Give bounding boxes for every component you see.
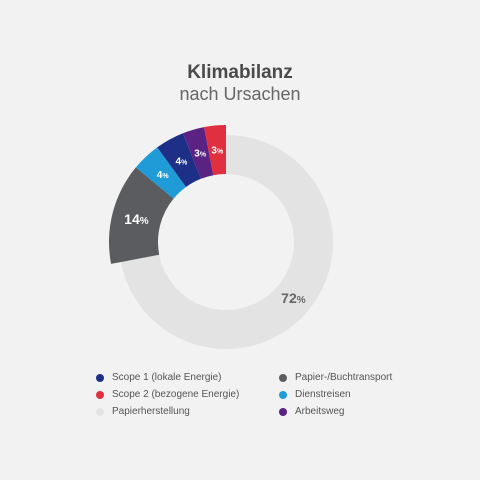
legend-swatch <box>279 390 287 399</box>
slice-value-label: 3% <box>211 145 224 156</box>
donut-slice <box>135 147 187 199</box>
legend-swatch <box>96 373 104 382</box>
donut-slice <box>204 125 226 176</box>
legend-label: Arbeitsweg <box>295 406 345 417</box>
slice-value-label: 4% <box>157 170 170 181</box>
legend-label: Dienstreisen <box>295 389 351 400</box>
donut-slice <box>157 133 201 187</box>
legend-swatch <box>279 373 287 382</box>
slice-value-label: 14% <box>124 211 149 227</box>
slice-value-label: 3% <box>194 149 207 160</box>
chart-subtitle: nach Ursachen <box>179 84 301 104</box>
donut-slice <box>109 167 174 264</box>
slice-value-label: 72% <box>281 290 306 306</box>
donut-slice <box>182 127 214 179</box>
legend-swatch <box>96 390 104 399</box>
slice-value-label: 4% <box>176 156 189 167</box>
legend-label: Scope 1 (lokale Energie) <box>112 372 222 383</box>
legend-item: Papier-/Buchtransport <box>279 370 429 385</box>
legend-swatch <box>279 407 287 416</box>
legend-label: Papierherstellung <box>112 406 190 417</box>
legend-label: Scope 2 (bezogene Energie) <box>112 389 240 400</box>
legend-item: Arbeitsweg <box>279 404 429 419</box>
chart-title: Klimabilanz <box>187 62 293 83</box>
legend-item: Papierherstellung <box>96 404 279 419</box>
legend-swatch <box>96 407 104 416</box>
legend: Scope 1 (lokale Energie) Papier-/Buchtra… <box>96 370 426 419</box>
legend-item: Scope 2 (bezogene Energie) <box>96 387 279 402</box>
legend-label: Papier-/Buchtransport <box>295 372 393 383</box>
legend-item: Scope 1 (lokale Energie) <box>96 370 279 385</box>
legend-item: Dienstreisen <box>279 387 429 402</box>
donut-slice <box>120 135 333 350</box>
